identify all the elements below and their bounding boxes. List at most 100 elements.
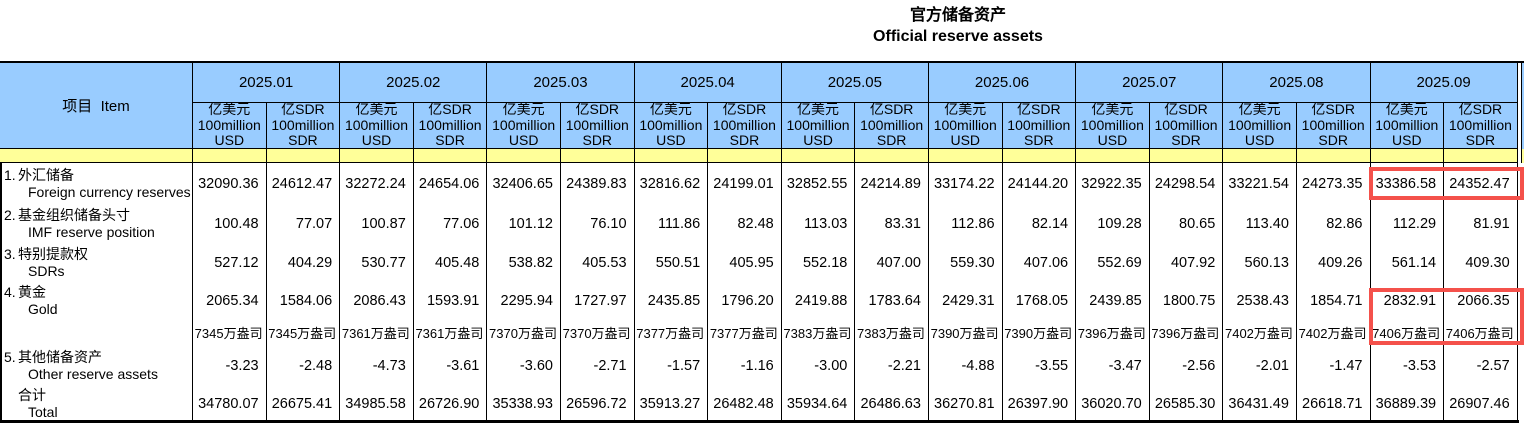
- ounce-value-cell: 7390万盎司: [929, 318, 1003, 347]
- row-label-line1: 1. 外汇储备: [4, 167, 192, 184]
- unit-header-line: 亿SDR: [1017, 103, 1061, 118]
- value-cell: 26585.30: [1150, 385, 1224, 422]
- value-cell: 2435.85: [635, 283, 709, 318]
- unit-header-line: 亿SDR: [428, 103, 472, 118]
- value-cell: 1584.06: [267, 283, 341, 318]
- value-cell: 35934.64: [782, 385, 856, 422]
- ounce-value-cell: 7345万盎司: [193, 318, 267, 347]
- unit-header-cell: 亿美元 100million USD: [781, 103, 856, 149]
- yellow-spacer-cell: [560, 149, 635, 163]
- value-cell: 82.86: [1297, 205, 1371, 243]
- unit-header-line: 100million: [1154, 116, 1218, 133]
- value-cell: 24214.89: [855, 163, 929, 205]
- yellow-spacer-cell: [1002, 149, 1077, 163]
- unit-header-line: USD: [361, 132, 392, 149]
- unit-header-line: 亿美元: [1091, 103, 1134, 118]
- yellow-spacer-cell: [1296, 149, 1371, 163]
- unit-header-line: 100million: [1007, 116, 1071, 133]
- ounce-value-cell: 7402万盎司: [1297, 318, 1371, 347]
- value-cell: 24199.01: [708, 163, 782, 205]
- row-label-line1: 合计: [4, 387, 192, 404]
- value-cell: 36889.39: [1371, 385, 1445, 422]
- value-cell: 1593.91: [414, 283, 488, 318]
- unit-header-cell: 亿美元 100million USD: [340, 103, 414, 149]
- ounce-value-cell: 7396万盎司: [1150, 318, 1224, 347]
- highlight-box-gold: [1369, 288, 1524, 345]
- value-cell: -1.47: [1297, 347, 1371, 385]
- yellow-spacer-cell: [1076, 149, 1150, 163]
- value-cell: -3.60: [487, 347, 561, 385]
- yellow-spacer-cell: [928, 149, 1003, 163]
- official-reserve-assets-table: 项目 Item 2025.01 2025.02 2025.03 2025.04 2025.…: [0, 63, 1524, 422]
- value-cell: 530.77: [340, 243, 414, 283]
- value-cell: 32406.65: [487, 163, 561, 205]
- row-number: 1.: [4, 167, 16, 183]
- value-cell: 36020.70: [1076, 385, 1150, 422]
- value-cell: 77.06: [414, 205, 488, 243]
- row-number: 2.: [4, 207, 16, 223]
- row-label-zh: 基金组织储备头寸: [18, 207, 130, 223]
- unit-header-cell: 亿SDR 100million SDR: [1002, 103, 1077, 149]
- value-cell: 1768.05: [1003, 283, 1077, 318]
- ounce-value-cell: 7383万盎司: [782, 318, 856, 347]
- value-cell: 409.30: [1444, 243, 1518, 283]
- value-cell: 26618.71: [1297, 385, 1371, 422]
- unit-header-line: 100million: [639, 116, 703, 133]
- highlight-box-foreign-currency-reserves: [1369, 167, 1524, 200]
- value-cell: 552.69: [1076, 243, 1150, 283]
- unit-header-cell: 亿美元 100million USD: [928, 103, 1003, 149]
- ounce-value-cell: 7390万盎司: [1003, 318, 1077, 347]
- unit-header-line: SDR: [435, 132, 465, 149]
- unit-header-line: 100million: [1448, 116, 1512, 133]
- row-number: 3.: [4, 246, 16, 262]
- page-title: 官方储备资产 Official reserve assets: [358, 5, 1524, 47]
- value-cell: 561.14: [1371, 243, 1445, 283]
- value-cell: -3.47: [1076, 347, 1150, 385]
- unit-header-line: 亿SDR: [1311, 103, 1355, 118]
- yellow-spacer-cell: [1223, 149, 1297, 163]
- value-cell: -3.61: [414, 347, 488, 385]
- value-cell: 32272.24: [340, 163, 414, 205]
- page-title-en: Official reserve assets: [873, 28, 1043, 45]
- value-cell: 111.86: [635, 205, 709, 243]
- row-number: 5.: [4, 349, 16, 365]
- unit-header-line: 100million: [1228, 116, 1292, 133]
- row-number: 4.: [4, 283, 16, 300]
- unit-header-line: SDR: [1171, 132, 1201, 149]
- unit-header-line: USD: [214, 132, 245, 149]
- row-label-zh: 其他储备资产: [18, 349, 102, 365]
- value-cell: 24654.06: [414, 163, 488, 205]
- row-label-zh: 合计: [18, 386, 46, 403]
- yellow-spacer-cell: [0, 149, 193, 163]
- ounce-value-cell: 7396万盎司: [1076, 318, 1150, 347]
- value-cell: 32922.35: [1076, 163, 1150, 205]
- value-cell: 552.18: [782, 243, 856, 283]
- unit-header-line: 亿美元: [649, 103, 692, 118]
- unit-header-line: 亿SDR: [722, 103, 767, 118]
- row-label-cell: 2. 基金组织储备头寸 IMF reserve position: [0, 205, 193, 243]
- value-cell: -1.57: [635, 347, 709, 385]
- unit-header-line: 亿SDR: [1164, 103, 1208, 118]
- unit-header-line: 100million: [860, 116, 924, 133]
- value-cell: 100.48: [193, 205, 267, 243]
- value-cell: 2419.88: [782, 283, 856, 318]
- unit-header-line: SDR: [288, 132, 318, 149]
- value-cell: 2439.85: [1076, 283, 1150, 318]
- value-cell: -3.53: [1371, 347, 1445, 385]
- row-label-en: Foreign currency reserves: [28, 184, 191, 200]
- value-cell: 81.91: [1444, 205, 1518, 243]
- yellow-spacer-cell: [1149, 149, 1224, 163]
- unit-header-line: 100million: [197, 116, 261, 133]
- value-cell: -3.00: [782, 347, 856, 385]
- page-title-zh: 官方储备资产: [909, 7, 1006, 24]
- unit-header-cell: 亿SDR 100million SDR: [266, 103, 341, 149]
- unit-header-line: USD: [1097, 132, 1128, 149]
- unit-header-line: SDR: [582, 132, 613, 149]
- value-cell: 527.12: [193, 243, 267, 283]
- month-header-cell: 2025.05: [781, 63, 929, 103]
- value-cell: 2538.43: [1223, 283, 1297, 318]
- value-cell: 32090.36: [193, 163, 267, 205]
- yellow-spacer-cell: [1370, 149, 1445, 163]
- value-cell: 1727.97: [561, 283, 635, 318]
- value-cell: 2066.35: [1444, 283, 1518, 318]
